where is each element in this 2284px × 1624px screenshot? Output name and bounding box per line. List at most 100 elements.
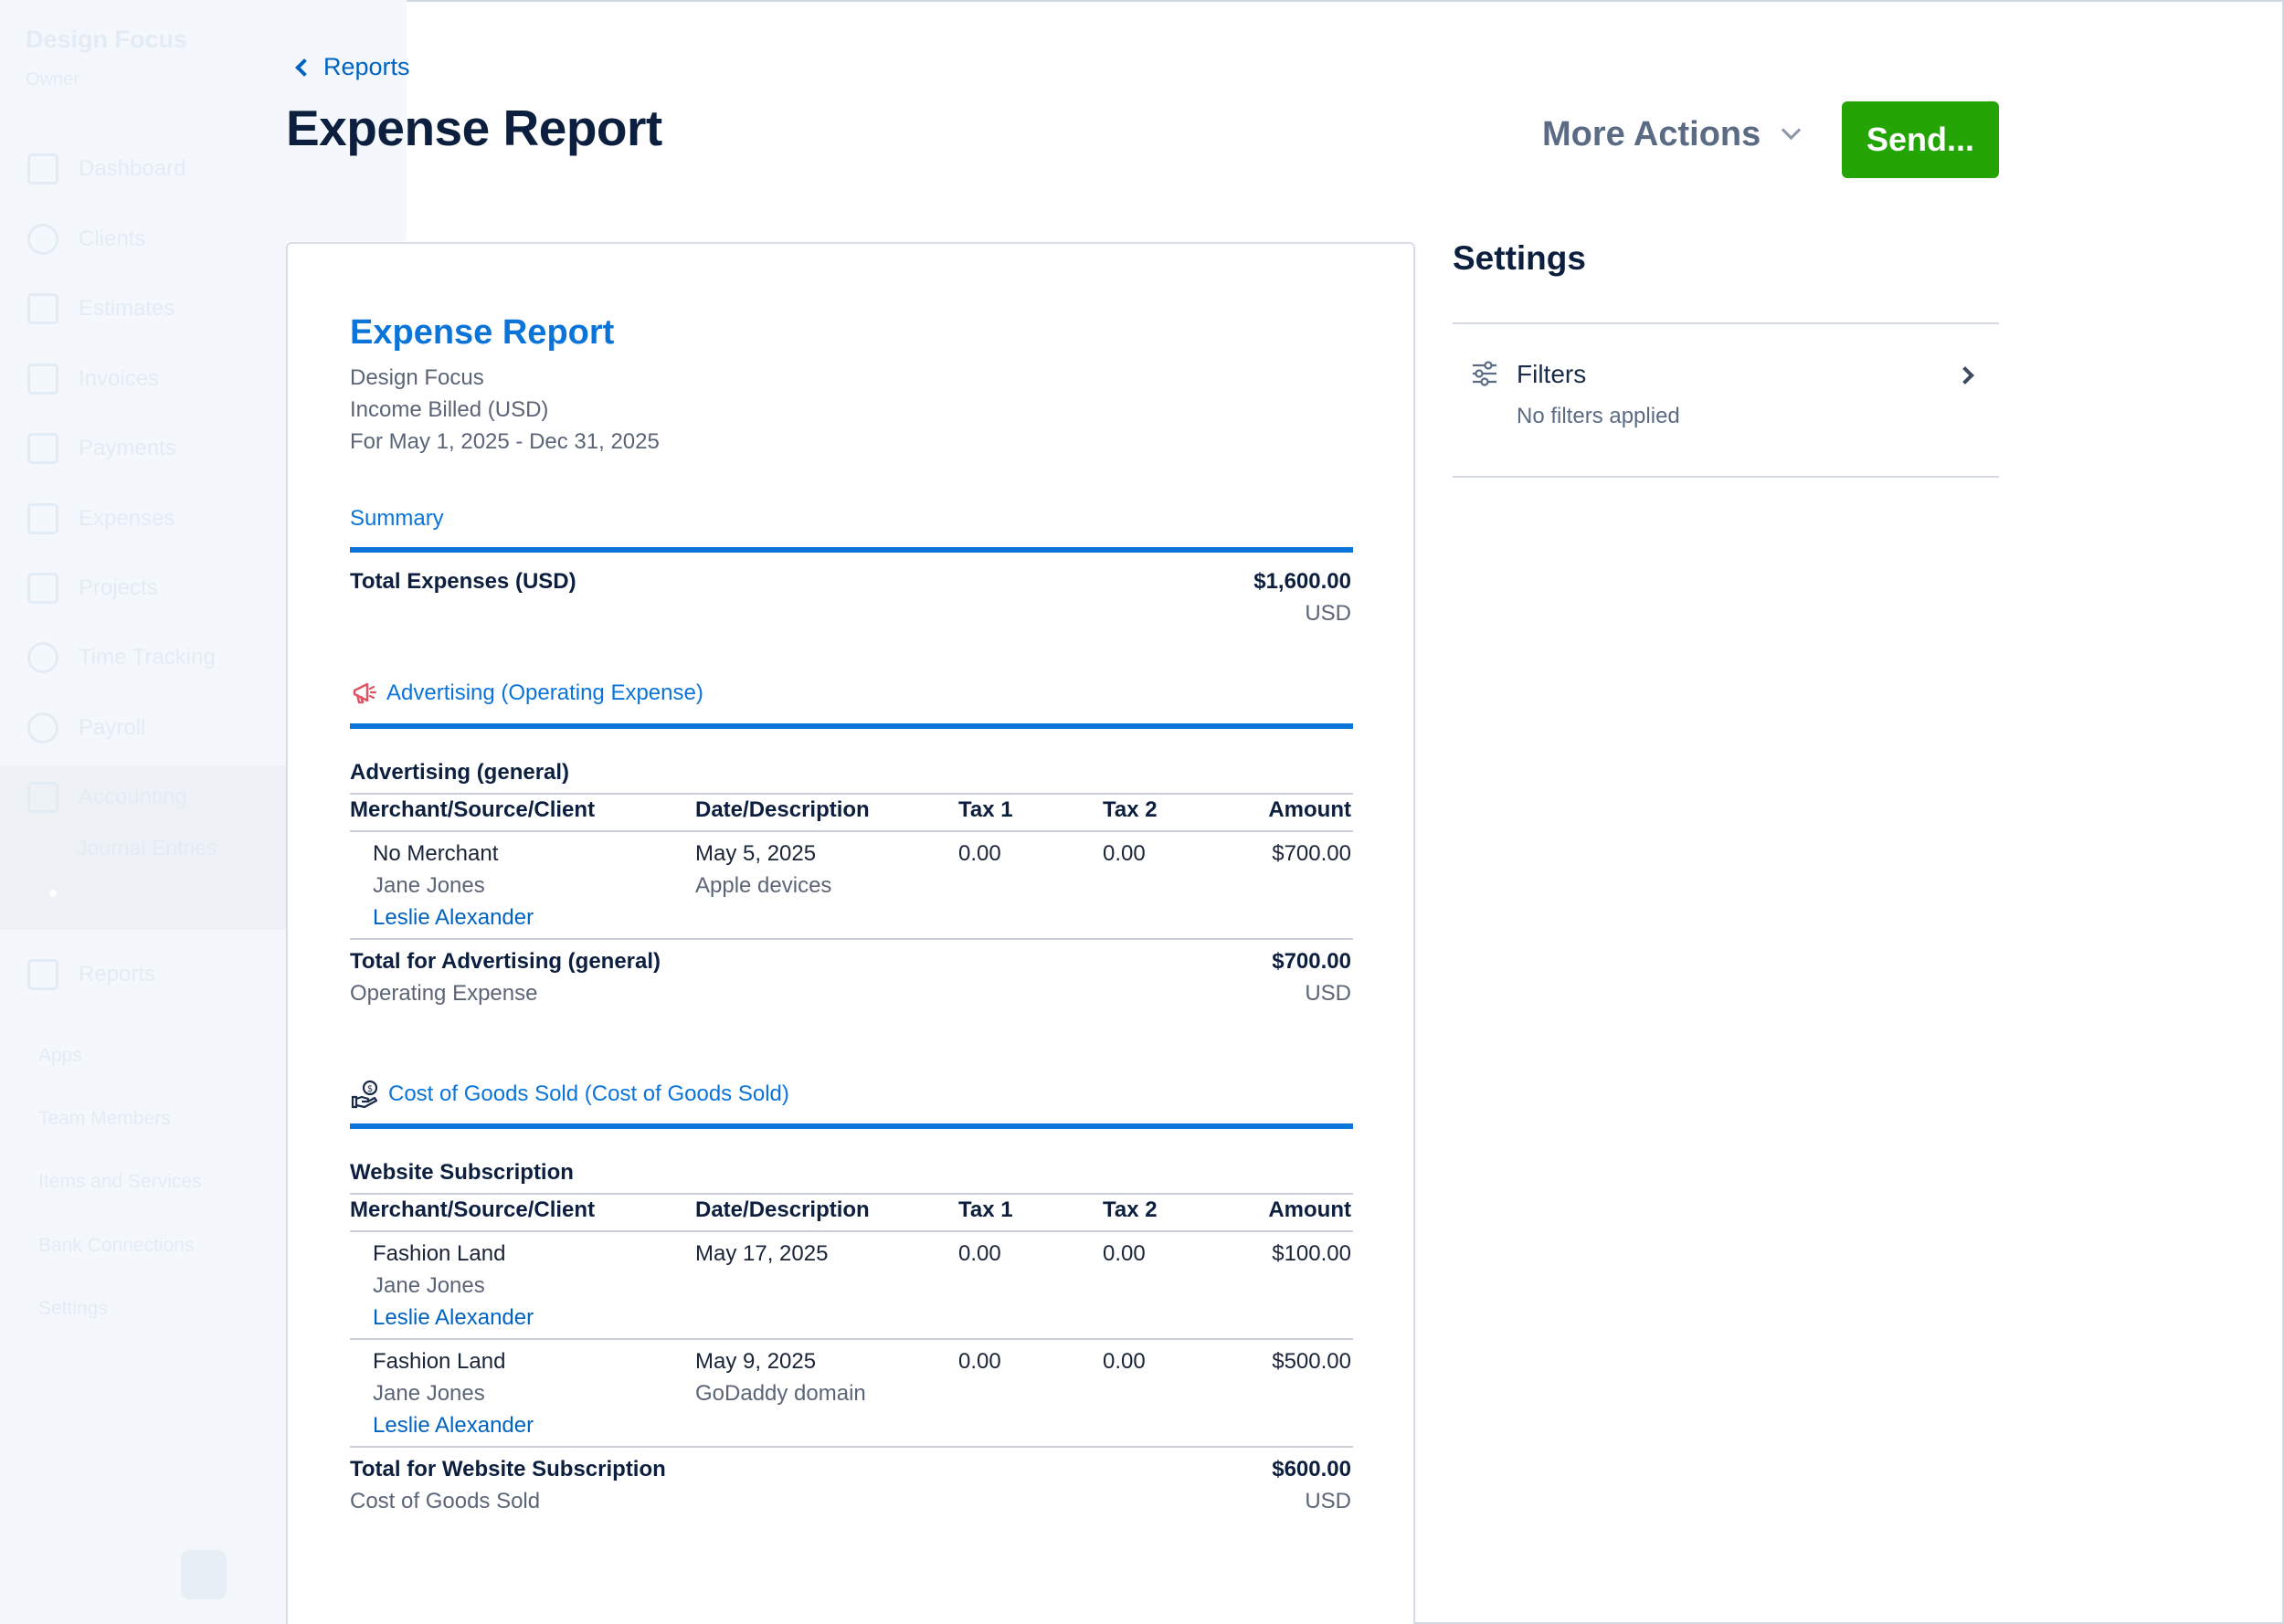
filters-row[interactable]: Filters No filters applied bbox=[1453, 325, 1999, 476]
sidebar-link-team-members[interactable]: Team Members bbox=[38, 1108, 171, 1129]
row-tax2: 0.00 bbox=[1103, 1241, 1146, 1266]
sidebar-link-settings[interactable]: Settings bbox=[38, 1298, 108, 1319]
sidebar-item-reports[interactable]: Reports bbox=[27, 954, 155, 995]
projects-icon bbox=[27, 573, 58, 604]
sliders-icon bbox=[1473, 361, 1496, 386]
summary-heading: Summary bbox=[350, 506, 444, 532]
row-source: Jane Jones bbox=[373, 1273, 485, 1298]
chevron-right-icon bbox=[1956, 366, 1974, 385]
active-indicator-dot bbox=[49, 890, 57, 897]
sidebar-link-items-services[interactable]: Items and Services bbox=[38, 1171, 202, 1192]
svg-text:$: $ bbox=[367, 1084, 373, 1094]
row-date: May 9, 2025 bbox=[695, 1349, 817, 1374]
report-company: Design Focus bbox=[350, 365, 484, 390]
filters-status: No filters applied bbox=[1517, 404, 1680, 428]
row-date: May 5, 2025 bbox=[695, 841, 817, 866]
col-header-date: Date/Description bbox=[695, 1197, 870, 1222]
row-tax1: 0.00 bbox=[958, 1349, 1001, 1374]
summary-total-label: Total Expenses (USD) bbox=[350, 569, 576, 594]
row-amount: $700.00 bbox=[1272, 841, 1351, 866]
payroll-icon bbox=[27, 712, 58, 743]
sidebar-item-payments[interactable]: Payments bbox=[27, 428, 176, 469]
section-divider bbox=[350, 723, 1353, 729]
row-merchant: No Merchant bbox=[373, 841, 499, 866]
sidebar-item-projects[interactable]: Projects bbox=[27, 568, 158, 608]
sidebar-item-dashboard[interactable]: Dashboard bbox=[27, 149, 185, 189]
row-description: Apple devices bbox=[695, 873, 832, 898]
row-tax2: 0.00 bbox=[1103, 1349, 1146, 1374]
section-divider bbox=[350, 1123, 1353, 1129]
sidebar-item-payroll[interactable]: Payroll bbox=[27, 708, 145, 748]
sidebar-item-expenses[interactable]: Expenses bbox=[27, 499, 174, 539]
row-client-link[interactable]: Leslie Alexander bbox=[373, 1413, 534, 1438]
report-title: Expense Report bbox=[350, 313, 615, 352]
sidebar-sub-chart-of-accounts[interactable]: Chart of Accounts bbox=[77, 880, 259, 903]
settings-divider-top bbox=[1453, 322, 1999, 324]
accounting-icon bbox=[27, 782, 58, 813]
section-heading-label: Advertising (Operating Expense) bbox=[386, 680, 703, 705]
sidebar-sub-journal-entries[interactable]: Journal Entries bbox=[77, 836, 217, 859]
subtotal-label: Total for Advertising (general) bbox=[350, 949, 661, 974]
row-divider bbox=[350, 1446, 1353, 1448]
subtotal-currency: USD bbox=[1305, 1489, 1351, 1513]
row-source: Jane Jones bbox=[373, 873, 485, 898]
report-basis: Income Billed (USD) bbox=[350, 397, 549, 422]
subtotal-type: Cost of Goods Sold bbox=[350, 1489, 541, 1513]
back-link-label: Reports bbox=[323, 53, 410, 80]
summary-total-amount: $1,600.00 bbox=[1253, 569, 1351, 594]
sidebar-item-label: Projects bbox=[79, 575, 158, 600]
row-description: GoDaddy domain bbox=[695, 1381, 866, 1406]
settings-divider-bottom bbox=[1453, 476, 1999, 478]
subcategory-title: Advertising (general) bbox=[350, 760, 570, 785]
subtotal-amount: $700.00 bbox=[1272, 949, 1351, 974]
subtotal-currency: USD bbox=[1305, 981, 1351, 1006]
hand-coin-icon: $ bbox=[351, 1080, 378, 1109]
report-period: For May 1, 2025 - Dec 31, 2025 bbox=[350, 429, 660, 454]
col-header-merchant: Merchant/Source/Client bbox=[350, 1197, 596, 1222]
subtotal-type: Operating Expense bbox=[350, 981, 538, 1006]
row-client-link[interactable]: Leslie Alexander bbox=[373, 1305, 534, 1330]
col-header-merchant: Merchant/Source/Client bbox=[350, 797, 596, 822]
clients-icon bbox=[27, 224, 58, 255]
sidebar-item-label: Clients bbox=[79, 227, 146, 251]
row-merchant: Fashion Land bbox=[373, 1241, 506, 1266]
sidebar-item-invoices[interactable]: Invoices bbox=[27, 359, 159, 399]
chevron-down-icon bbox=[1782, 120, 1802, 141]
sidebar-item-time-tracking[interactable]: Time Tracking bbox=[27, 638, 216, 678]
sidebar-link-bank-connections[interactable]: Bank Connections bbox=[38, 1235, 195, 1256]
header-top-rule bbox=[350, 793, 1353, 795]
col-header-tax2: Tax 2 bbox=[1103, 797, 1158, 822]
estimates-icon bbox=[27, 293, 58, 324]
row-tax1: 0.00 bbox=[958, 1241, 1001, 1266]
send-button[interactable]: Send... bbox=[1842, 101, 1999, 178]
sidebar-link-apps[interactable]: Apps bbox=[38, 1045, 82, 1066]
section-heading-cogs[interactable]: $ Cost of Goods Sold (Cost of Goods Sold… bbox=[350, 1079, 789, 1110]
sidebar-item-label: Reports bbox=[79, 962, 156, 986]
subtotal-amount: $600.00 bbox=[1272, 1457, 1351, 1482]
row-source: Jane Jones bbox=[373, 1381, 485, 1406]
col-header-tax1: Tax 1 bbox=[958, 797, 1013, 822]
invoices-icon bbox=[27, 364, 58, 395]
row-divider bbox=[350, 938, 1353, 940]
sidebar-item-label: Payroll bbox=[79, 715, 146, 740]
filters-label: Filters bbox=[1517, 360, 1587, 388]
time-tracking-icon bbox=[27, 642, 58, 673]
reports-icon bbox=[27, 959, 58, 990]
sidebar-company-name[interactable]: Design Focus bbox=[26, 26, 188, 53]
row-client-link[interactable]: Leslie Alexander bbox=[373, 905, 534, 930]
more-actions-dropdown[interactable]: More Actions bbox=[1542, 115, 1802, 154]
sidebar-item-accounting[interactable]: Accounting bbox=[27, 777, 187, 817]
sidebar-item-label: Payments bbox=[79, 436, 176, 460]
chevron-left-icon bbox=[295, 58, 313, 77]
col-header-tax2: Tax 2 bbox=[1103, 1197, 1158, 1222]
sidebar-header-extension bbox=[286, 0, 407, 241]
back-to-reports-link[interactable]: Reports bbox=[292, 53, 410, 81]
row-date: May 17, 2025 bbox=[695, 1241, 829, 1266]
sidebar-item-estimates[interactable]: Estimates bbox=[27, 289, 174, 329]
sidebar-item-label: Dashboard bbox=[79, 156, 186, 181]
row-merchant: Fashion Land bbox=[373, 1349, 506, 1374]
section-heading-advertising[interactable]: Advertising (Operating Expense) bbox=[350, 679, 703, 708]
sidebar-item-clients[interactable]: Clients bbox=[27, 219, 145, 259]
summary-currency: USD bbox=[1305, 601, 1351, 626]
row-tax1: 0.00 bbox=[958, 841, 1001, 866]
